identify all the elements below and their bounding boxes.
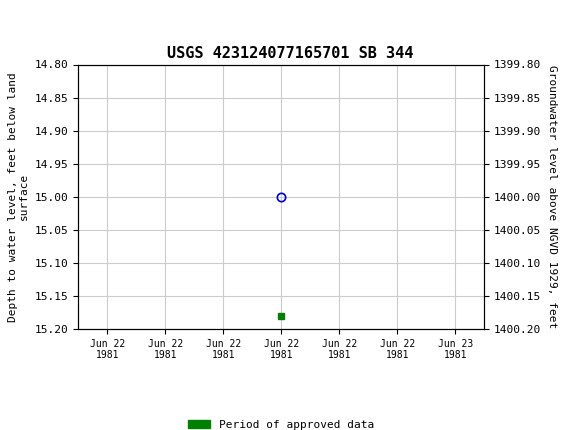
Text: USGS 423124077165701 SB 344: USGS 423124077165701 SB 344 — [167, 46, 413, 61]
Y-axis label: Groundwater level above NGVD 1929, feet: Groundwater level above NGVD 1929, feet — [547, 65, 557, 329]
Text: USGS: USGS — [38, 13, 97, 32]
Legend: Period of approved data: Period of approved data — [184, 415, 379, 430]
Y-axis label: Depth to water level, feet below land
surface: Depth to water level, feet below land su… — [8, 72, 29, 322]
